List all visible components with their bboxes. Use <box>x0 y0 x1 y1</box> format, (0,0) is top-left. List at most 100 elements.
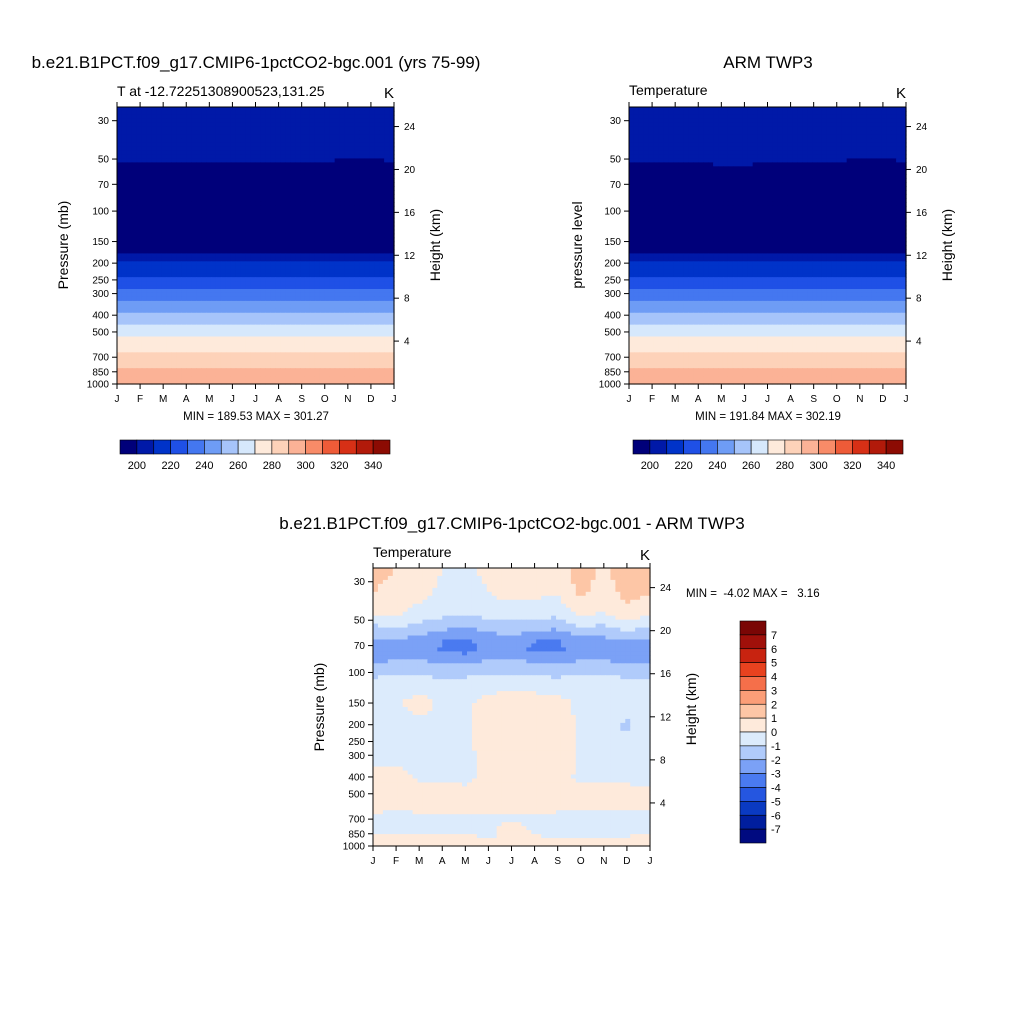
contour-cell <box>235 134 242 140</box>
contour-cell <box>354 241 360 247</box>
contour-cell <box>329 285 336 290</box>
contour-cell <box>206 336 212 342</box>
contour-cell <box>176 304 182 310</box>
contour-cell <box>782 134 788 140</box>
contour-cell <box>304 289 311 294</box>
contour-cell <box>270 265 276 270</box>
contour-cell <box>240 134 247 140</box>
contour-cell <box>255 241 262 247</box>
contour-cell <box>255 281 262 286</box>
contour-cell <box>235 229 242 235</box>
contour-cell <box>374 182 380 187</box>
contour-cell <box>131 110 138 116</box>
contour-cell <box>339 257 346 262</box>
contour-cell <box>220 285 227 290</box>
contour-cell <box>260 336 266 342</box>
contour-cell <box>151 178 158 183</box>
contour-cell <box>359 300 365 306</box>
contour-cell <box>265 205 271 211</box>
contour-cell <box>126 257 133 262</box>
contour-cell <box>181 364 187 369</box>
contour-cell <box>191 225 197 231</box>
contour-cell <box>141 320 148 326</box>
contour-cell <box>324 257 331 262</box>
contour-cell <box>379 110 385 116</box>
contour-cell <box>121 249 128 255</box>
contour-cell <box>240 261 247 266</box>
contour-cell <box>270 277 276 282</box>
contour-cell <box>121 316 128 322</box>
contour-cell <box>354 368 360 373</box>
contour-cell <box>334 190 341 195</box>
contour-cell <box>369 372 375 377</box>
contour-cell <box>151 328 158 334</box>
contour-cell <box>280 285 286 290</box>
contour-cell <box>384 285 390 290</box>
contour-cell <box>777 170 783 175</box>
contour-cell <box>643 134 650 140</box>
contour-plot-area: J F M A M J J A S O N D J305070100150200250300400500… <box>599 102 928 405</box>
contour-cell <box>374 332 380 338</box>
contour-cell <box>275 265 281 270</box>
contour-cell <box>131 376 138 381</box>
contour-cell <box>270 158 276 163</box>
contour-cell <box>176 372 182 377</box>
contour-cell <box>245 249 252 255</box>
contour-cell <box>166 186 173 191</box>
contour-cell <box>314 380 321 385</box>
contour-cell <box>270 261 276 266</box>
contour-cell <box>255 225 262 231</box>
contour-cell <box>290 126 296 132</box>
contour-cell <box>896 122 902 128</box>
contour-cell <box>876 150 882 156</box>
contour-cell <box>255 209 262 215</box>
contour-cell <box>826 146 833 152</box>
contour-cell <box>826 158 833 163</box>
contour-cell <box>245 277 252 282</box>
contour-cell <box>126 138 133 144</box>
contour-cell <box>275 134 281 140</box>
contour-cell <box>319 296 326 302</box>
contour-cell <box>329 328 336 334</box>
contour-cell <box>782 150 788 156</box>
contour-cell <box>295 110 301 116</box>
contour-cell <box>896 150 902 156</box>
contour-cell <box>151 174 158 179</box>
contour-cell <box>196 257 202 262</box>
contour-cell <box>703 126 709 132</box>
contour-cell <box>136 304 143 310</box>
contour-cell <box>384 107 390 112</box>
contour-cell <box>275 107 281 112</box>
contour-cell <box>713 107 719 112</box>
contour-cell <box>220 356 227 361</box>
contour-cell <box>329 336 336 342</box>
contour-cell <box>673 166 680 171</box>
contour-cell <box>230 380 237 385</box>
contour-cell <box>379 142 385 148</box>
y-tick-label: 30 <box>98 116 110 127</box>
contour-cell <box>131 182 138 187</box>
contour-cell <box>121 205 128 211</box>
contour-cell <box>186 364 192 369</box>
contour-cell <box>389 360 395 365</box>
contour-cell <box>319 344 326 349</box>
contour-cell <box>295 138 301 144</box>
contour-cell <box>737 146 744 152</box>
contour-cell <box>220 352 227 357</box>
contour-cell <box>693 110 699 116</box>
contour-cell <box>201 348 207 353</box>
contour-cell <box>698 114 704 120</box>
contour-cell <box>324 372 331 377</box>
contour-cell <box>339 138 346 144</box>
contour-cell <box>633 174 640 179</box>
contour-cell <box>260 217 266 223</box>
contour-cell <box>309 364 316 369</box>
contour-cell <box>131 130 138 136</box>
contour-cell <box>354 340 360 346</box>
contour-cell <box>220 281 227 286</box>
contour-cell <box>359 209 365 215</box>
contour-cell <box>210 138 217 144</box>
contour-cell <box>772 166 778 171</box>
contour-cell <box>866 114 872 120</box>
contour-cell <box>846 114 853 120</box>
